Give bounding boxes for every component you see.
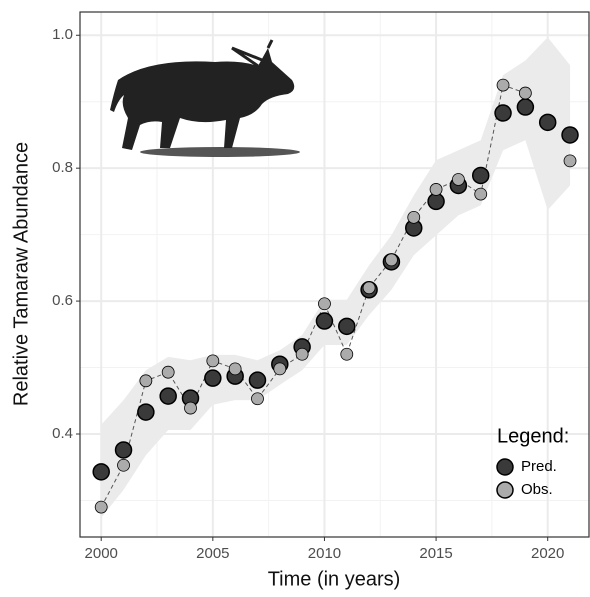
pred-point xyxy=(562,127,578,143)
y-tick-label: 0.4 xyxy=(52,425,73,442)
legend-label: Pred. xyxy=(521,458,557,475)
x-axis-title: Time (in years) xyxy=(268,568,401,590)
obs-point xyxy=(564,155,576,167)
obs-point xyxy=(475,188,487,200)
x-tick-label: 2020 xyxy=(531,545,564,562)
pred-point xyxy=(93,464,109,480)
animal-body xyxy=(110,48,294,150)
x-tick-label: 2010 xyxy=(308,545,341,562)
obs-point xyxy=(162,366,174,378)
pred-point xyxy=(316,313,332,329)
pred-point xyxy=(540,114,556,130)
x-tick-label: 2000 xyxy=(85,545,118,562)
obs-point xyxy=(430,183,442,195)
y-tick-label: 0.6 xyxy=(52,292,73,309)
ground-shadow xyxy=(140,147,300,157)
pred-point xyxy=(339,318,355,334)
obs-point xyxy=(229,363,241,375)
obs-point xyxy=(296,348,308,360)
pred-point xyxy=(116,442,132,458)
obs-point xyxy=(519,87,531,99)
obs-point xyxy=(207,355,219,367)
pred-point xyxy=(495,105,511,121)
chart: Time (in years) Relative Tamaraw Abundan… xyxy=(0,0,590,597)
obs-point xyxy=(452,173,464,185)
y-axis-title: Relative Tamaraw Abundance xyxy=(10,142,32,406)
obs-point xyxy=(318,298,330,310)
obs-point xyxy=(341,348,353,360)
x-tick-label: 2015 xyxy=(419,545,452,562)
legend-title: Legend: xyxy=(497,425,569,447)
pred-point xyxy=(249,372,265,388)
obs-point xyxy=(408,211,420,223)
pred-point xyxy=(160,388,176,404)
legend-symbol xyxy=(497,459,513,475)
y-tick-label: 0.8 xyxy=(52,159,73,176)
legend-label: Obs. xyxy=(521,481,553,498)
obs-point xyxy=(363,282,375,294)
pred-point xyxy=(205,370,221,386)
pred-point xyxy=(517,99,533,115)
y-tick-label: 1.0 xyxy=(52,26,73,43)
obs-point xyxy=(385,254,397,266)
pred-point xyxy=(138,404,154,420)
obs-point xyxy=(251,393,263,405)
obs-point xyxy=(497,79,509,91)
obs-point xyxy=(118,459,130,471)
tamaraw-illustration xyxy=(110,40,300,157)
obs-point xyxy=(140,375,152,387)
pred-point xyxy=(473,167,489,183)
x-tick-label: 2005 xyxy=(196,545,229,562)
obs-point xyxy=(274,363,286,375)
legend-symbol xyxy=(497,482,513,498)
obs-point xyxy=(95,501,107,513)
obs-point xyxy=(185,402,197,414)
